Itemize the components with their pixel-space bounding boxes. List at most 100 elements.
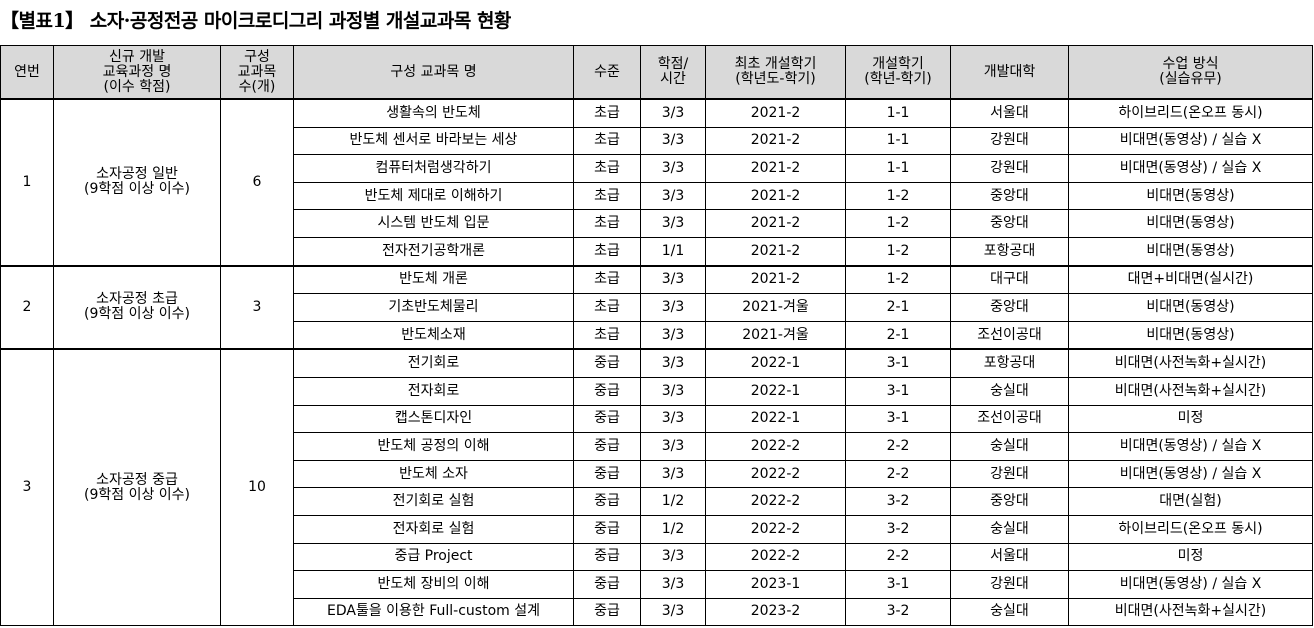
table-row: 캡스톤디자인 중급 3/3 2022-1 3-1 조선이공대 미정 [1, 404, 1313, 434]
table-row: 전자회로 실험 중급 1/2 2022-2 3-2 숭실대 하이브리드(온오프 동시) [1, 514, 1313, 544]
cell-level: 초급 [573, 126, 641, 156]
table-row: 반도체 센서로 바라보는 세상 초급 3/3 2021-2 1-1 강원대 비대면(동영상)… [1, 126, 1313, 156]
cell-first-semester: 2021-겨울 [705, 320, 846, 350]
cell-first-semester: 2023-2 [705, 597, 846, 627]
cell-credits: 3/3 [640, 348, 706, 378]
cell-course: 소자공정 초급 (9학점 이상 이수) [53, 264, 221, 350]
cell-university: 포항공대 [950, 348, 1069, 378]
cell-first-semester: 2021-2 [705, 126, 846, 156]
cell-credits: 3/3 [640, 264, 706, 295]
cell-method: 비대면(사전녹화+실시간) [1068, 348, 1313, 378]
cell-first-semester: 2021-겨울 [705, 293, 846, 322]
cell-semester: 3-2 [845, 487, 951, 516]
cell-level: 중급 [573, 597, 641, 627]
cell-level: 중급 [573, 542, 641, 572]
cell-university: 강원대 [950, 570, 1069, 599]
cell-first-semester: 2022-1 [705, 348, 846, 378]
cell-first-semester: 2021-2 [705, 264, 846, 295]
cell-subject: 전자전기공학개론 [293, 236, 574, 267]
cell-credits: 3/3 [640, 209, 706, 238]
cell-credits: 3/3 [640, 154, 706, 183]
table-row: 전기회로 실험 중급 1/2 2022-2 3-2 중앙대 대면(실험) [1, 487, 1313, 516]
document-title: 【별표1】 소자·공정전공 마이크로디그리 과정별 개설교과목 현황 [0, 10, 511, 32]
cell-credits: 3/3 [640, 432, 706, 461]
cell-university: 조선이공대 [950, 320, 1069, 350]
cell-first-semester: 2022-1 [705, 404, 846, 434]
cell-no: 2 [0, 264, 54, 350]
cell-level: 중급 [573, 432, 641, 461]
table-row: 3 소자공정 중급 (9학점 이상 이수) 10 전기회로 중급 3/3 2022-1 3-1… [0, 348, 1313, 627]
cell-first-semester: 2022-2 [705, 487, 846, 516]
cell-level: 초급 [573, 97, 641, 128]
header-semester: 개설학기 (학년-학기) [845, 45, 951, 100]
cell-no: 1 [0, 98, 54, 267]
cell-credits: 1/2 [640, 514, 706, 544]
cell-credits: 3/3 [640, 320, 706, 350]
cell-first-semester: 2021-2 [705, 181, 846, 211]
cell-credits: 3/3 [640, 376, 706, 406]
cell-level: 초급 [573, 264, 641, 295]
cell-method: 대면+비대면(실시간) [1068, 264, 1313, 295]
cell-level: 초급 [573, 181, 641, 211]
cell-subject: 컴퓨터처럼생각하기 [293, 154, 574, 183]
header-university: 개발대학 [950, 45, 1069, 100]
cell-university: 대구대 [950, 264, 1069, 295]
cell-semester: 3-1 [845, 570, 951, 599]
cell-level: 초급 [573, 320, 641, 350]
table-row: 2 소자공정 초급 (9학점 이상 이수) 3 반도체 개론 초급 3/3 2021-2 1-… [0, 264, 1313, 350]
cell-level: 초급 [573, 293, 641, 322]
cell-university: 숭실대 [950, 514, 1069, 544]
table-row: 시스템 반도체 입문 초급 3/3 2021-2 1-2 중앙대 비대면(동영상) [1, 209, 1313, 238]
cell-count: 10 [220, 348, 294, 627]
cell-method: 비대면(동영상) / 실습 X [1068, 432, 1313, 461]
cell-semester: 3-2 [845, 514, 951, 544]
header-first-semester: 최초 개설학기 (학년도-학기) [705, 45, 846, 100]
cell-semester: 2-1 [845, 320, 951, 350]
cell-first-semester: 2022-2 [705, 432, 846, 461]
cell-subject: 반도체 소자 [293, 459, 574, 489]
cell-semester: 1-2 [845, 209, 951, 238]
cell-university: 강원대 [950, 459, 1069, 489]
cell-semester: 2-2 [845, 432, 951, 461]
cell-method: 미정 [1068, 404, 1313, 434]
cell-subject: 전자회로 [293, 376, 574, 406]
cell-semester: 3-1 [845, 404, 951, 434]
cell-semester: 3-1 [845, 348, 951, 378]
cell-subject: 캡스톤디자인 [293, 404, 574, 434]
cell-method: 미정 [1068, 542, 1313, 572]
cell-first-semester: 2021-2 [705, 236, 846, 267]
cell-university: 강원대 [950, 154, 1069, 183]
table-row: 전자회로 중급 3/3 2022-1 3-1 숭실대 비대면(사전녹화+실시간) [1, 376, 1313, 406]
header-level: 수준 [573, 45, 641, 100]
cell-semester: 1-2 [845, 181, 951, 211]
cell-subject: 전자회로 실험 [293, 514, 574, 544]
cell-semester: 1-1 [845, 97, 951, 128]
cell-level: 중급 [573, 376, 641, 406]
header-method: 수업 방식 (실습유무) [1068, 45, 1313, 100]
cell-semester: 3-2 [845, 597, 951, 627]
cell-method: 비대면(동영상) [1068, 236, 1313, 267]
cell-credits: 3/3 [640, 126, 706, 156]
cell-semester: 1-2 [845, 236, 951, 267]
cell-first-semester: 2022-2 [705, 459, 846, 489]
cell-level: 중급 [573, 570, 641, 599]
cell-subject: 중급 Project [293, 542, 574, 572]
cell-level: 중급 [573, 514, 641, 544]
cell-university: 서울대 [950, 542, 1069, 572]
cell-credits: 3/3 [640, 459, 706, 489]
cell-method: 하이브리드(온오프 동시) [1068, 97, 1313, 128]
cell-first-semester: 2022-2 [705, 514, 846, 544]
cell-first-semester: 2021-2 [705, 154, 846, 183]
table-row: 컴퓨터처럼생각하기 초급 3/3 2021-2 1-1 강원대 비대면(동영상) / 실습 … [1, 154, 1313, 183]
cell-method: 비대면(동영상) / 실습 X [1068, 570, 1313, 599]
cell-semester: 1-1 [845, 154, 951, 183]
header-no: 연번 [0, 45, 54, 100]
cell-credits: 3/3 [640, 542, 706, 572]
cell-semester: 3-1 [845, 376, 951, 406]
cell-credits: 1/2 [640, 487, 706, 516]
table-row: 중급 Project 중급 3/3 2022-2 2-2 서울대 미정 [1, 542, 1313, 572]
table-row: 기초반도체물리 초급 3/3 2021-겨울 2-1 중앙대 비대면(동영상) [1, 293, 1313, 322]
header-course: 신규 개발 교육과정 명 (이수 학점) [53, 45, 221, 100]
cell-semester: 2-2 [845, 459, 951, 489]
cell-count: 3 [220, 264, 294, 350]
